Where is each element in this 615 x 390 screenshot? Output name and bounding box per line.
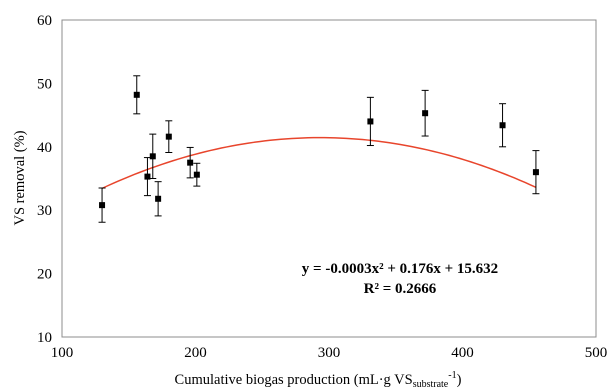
data-point [133, 91, 140, 98]
y-axis-label: VS removal (%) [12, 130, 28, 225]
x-axis-label-main: Cumulative biogas production (mL·g VS [175, 372, 413, 388]
y-tick-label: 20 [37, 267, 52, 283]
x-axis-label-sup: -1 [448, 370, 456, 381]
x-tick-label: 300 [318, 345, 341, 361]
data-point [144, 173, 151, 180]
y-tick-label: 10 [37, 330, 52, 346]
data-point [422, 110, 429, 117]
y-tick-labels: 10 20 30 40 50 60 [37, 13, 52, 346]
x-tick-label: 400 [451, 345, 474, 361]
data-point [149, 153, 156, 160]
x-axis-label-close: ) [457, 372, 462, 388]
x-tick-label: 500 [585, 345, 608, 361]
data-point [532, 169, 539, 176]
x-tick-labels: 100 200 300 400 500 [51, 345, 608, 361]
data-points [99, 91, 539, 209]
data-point [187, 159, 194, 166]
y-tick-label: 40 [37, 140, 52, 156]
data-point [165, 133, 172, 140]
x-axis-label-sub: substrate [413, 379, 449, 390]
x-axis-label: Cumulative biogas production (mL·g VSsub… [175, 370, 462, 390]
equation-label: y = -0.0003x² + 0.176x + 15.632 [302, 261, 498, 277]
data-point [99, 202, 106, 209]
data-point [155, 195, 162, 202]
data-point [499, 122, 506, 129]
y-tick-label: 50 [37, 76, 52, 92]
data-point [193, 171, 200, 178]
y-tick-label: 60 [37, 13, 52, 29]
x-tick-label: 100 [51, 345, 74, 361]
trendline [101, 136, 537, 190]
x-tick-label: 200 [184, 345, 207, 361]
y-tick-label: 30 [37, 203, 52, 219]
data-point [367, 118, 374, 125]
r-squared-label: R² = 0.2666 [364, 281, 437, 297]
